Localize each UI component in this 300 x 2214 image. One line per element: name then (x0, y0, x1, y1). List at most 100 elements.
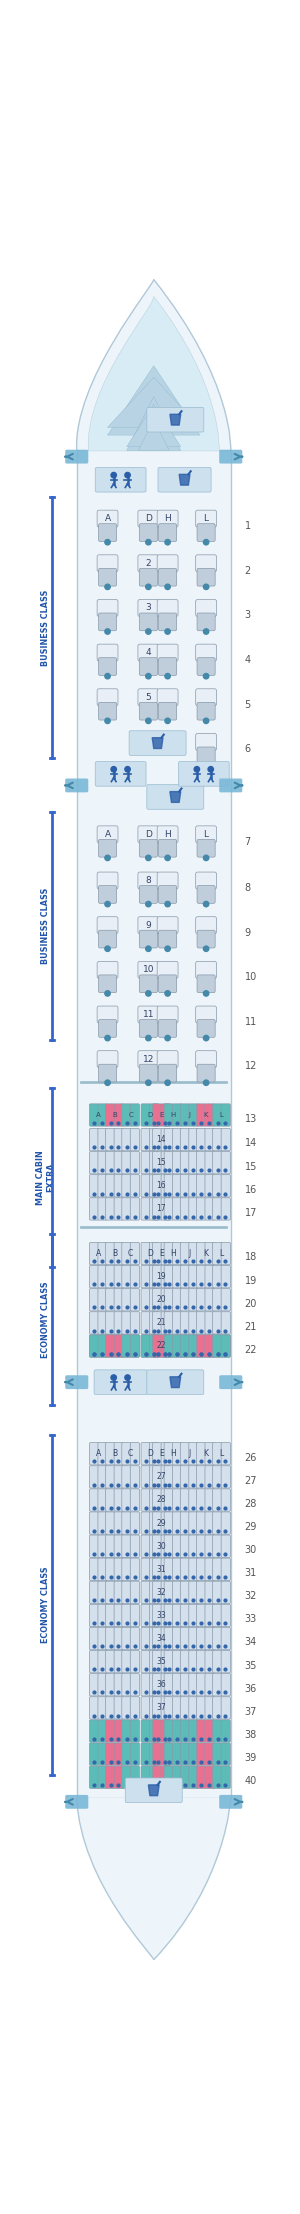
FancyBboxPatch shape (213, 1335, 222, 1357)
FancyBboxPatch shape (172, 1696, 182, 1718)
FancyBboxPatch shape (139, 658, 158, 675)
FancyBboxPatch shape (221, 1488, 230, 1512)
Text: 38: 38 (244, 1729, 257, 1740)
FancyBboxPatch shape (122, 1488, 131, 1512)
FancyBboxPatch shape (161, 1649, 170, 1674)
FancyBboxPatch shape (141, 1696, 150, 1718)
FancyBboxPatch shape (161, 1696, 170, 1718)
FancyBboxPatch shape (114, 1335, 123, 1357)
FancyBboxPatch shape (114, 1129, 123, 1151)
FancyBboxPatch shape (172, 1335, 182, 1357)
Text: 22: 22 (157, 1342, 166, 1351)
FancyBboxPatch shape (196, 1674, 206, 1696)
FancyBboxPatch shape (213, 1198, 222, 1220)
Circle shape (165, 1080, 170, 1085)
FancyBboxPatch shape (180, 1742, 190, 1765)
FancyBboxPatch shape (161, 1720, 170, 1742)
FancyBboxPatch shape (197, 930, 215, 948)
FancyBboxPatch shape (141, 1627, 150, 1649)
FancyBboxPatch shape (172, 1444, 182, 1466)
Circle shape (203, 901, 209, 908)
Text: L: L (204, 514, 208, 523)
FancyBboxPatch shape (138, 961, 159, 979)
FancyBboxPatch shape (221, 1742, 230, 1765)
FancyBboxPatch shape (122, 1605, 131, 1627)
Text: E: E (159, 1450, 164, 1459)
FancyBboxPatch shape (196, 872, 217, 890)
FancyBboxPatch shape (205, 1649, 214, 1674)
FancyBboxPatch shape (164, 1176, 173, 1198)
Text: E: E (159, 1111, 164, 1118)
FancyBboxPatch shape (153, 1742, 162, 1765)
Text: 28: 28 (244, 1499, 257, 1508)
FancyBboxPatch shape (122, 1444, 131, 1466)
Text: 16: 16 (157, 1182, 166, 1191)
Text: H: H (170, 1111, 175, 1118)
FancyBboxPatch shape (196, 1627, 206, 1649)
FancyBboxPatch shape (114, 1176, 123, 1198)
FancyBboxPatch shape (130, 1105, 140, 1127)
FancyBboxPatch shape (141, 1129, 150, 1151)
Circle shape (203, 945, 209, 952)
FancyBboxPatch shape (153, 1720, 162, 1742)
Text: D: D (147, 1450, 153, 1459)
FancyBboxPatch shape (106, 1242, 115, 1264)
FancyBboxPatch shape (149, 1335, 159, 1357)
FancyBboxPatch shape (219, 1796, 242, 1809)
FancyBboxPatch shape (172, 1242, 182, 1264)
FancyBboxPatch shape (153, 1105, 162, 1127)
Text: D: D (145, 514, 152, 523)
FancyBboxPatch shape (97, 961, 118, 979)
FancyBboxPatch shape (98, 1605, 107, 1627)
FancyBboxPatch shape (139, 930, 158, 948)
FancyBboxPatch shape (122, 1696, 131, 1718)
FancyBboxPatch shape (161, 1581, 170, 1603)
FancyBboxPatch shape (164, 1198, 173, 1220)
FancyBboxPatch shape (161, 1151, 170, 1173)
Circle shape (125, 1375, 130, 1379)
Text: K: K (203, 1111, 208, 1118)
FancyBboxPatch shape (89, 1720, 99, 1742)
FancyBboxPatch shape (106, 1559, 115, 1581)
FancyBboxPatch shape (106, 1720, 115, 1742)
FancyBboxPatch shape (130, 1151, 140, 1173)
FancyBboxPatch shape (189, 1105, 198, 1127)
Circle shape (105, 717, 110, 724)
Circle shape (203, 540, 209, 545)
FancyBboxPatch shape (122, 1289, 131, 1311)
FancyBboxPatch shape (139, 569, 158, 587)
Text: 12: 12 (244, 1061, 257, 1072)
FancyBboxPatch shape (205, 1534, 214, 1556)
Circle shape (105, 945, 110, 952)
FancyBboxPatch shape (98, 1105, 107, 1127)
FancyBboxPatch shape (149, 1444, 159, 1466)
FancyBboxPatch shape (141, 1767, 150, 1789)
FancyBboxPatch shape (172, 1198, 182, 1220)
Text: 10: 10 (142, 965, 154, 974)
Text: 17: 17 (244, 1209, 257, 1218)
Circle shape (146, 1036, 151, 1041)
FancyBboxPatch shape (89, 1335, 99, 1357)
Text: 11: 11 (244, 1016, 257, 1027)
FancyBboxPatch shape (153, 1767, 162, 1789)
FancyBboxPatch shape (219, 449, 242, 463)
FancyBboxPatch shape (189, 1674, 198, 1696)
FancyBboxPatch shape (172, 1105, 182, 1127)
FancyBboxPatch shape (98, 1335, 107, 1357)
FancyBboxPatch shape (161, 1105, 170, 1127)
Circle shape (105, 584, 110, 589)
FancyBboxPatch shape (172, 1649, 182, 1674)
FancyBboxPatch shape (221, 1105, 230, 1127)
Text: 1: 1 (244, 520, 251, 531)
FancyBboxPatch shape (130, 1720, 140, 1742)
Polygon shape (170, 414, 181, 425)
Text: H: H (170, 1249, 176, 1258)
FancyBboxPatch shape (180, 1105, 190, 1127)
FancyBboxPatch shape (180, 1311, 190, 1335)
FancyBboxPatch shape (122, 1674, 131, 1696)
FancyBboxPatch shape (98, 1742, 107, 1765)
FancyBboxPatch shape (221, 1627, 230, 1649)
FancyBboxPatch shape (189, 1289, 198, 1311)
FancyBboxPatch shape (172, 1605, 182, 1627)
FancyBboxPatch shape (122, 1129, 131, 1151)
